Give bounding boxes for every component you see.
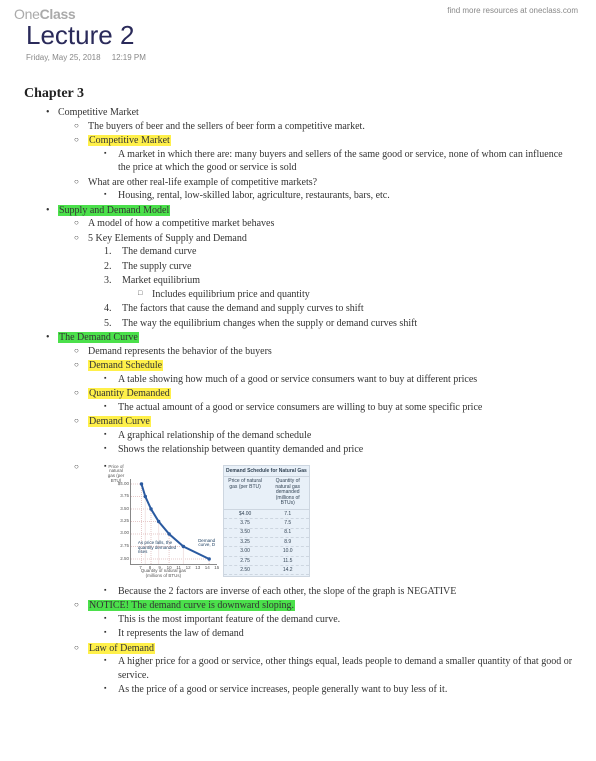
list-item: A market in which there are: many buyers… <box>104 148 574 175</box>
list-item: A higher price for a good or service, ot… <box>104 655 574 682</box>
term-competitive-market: Competitive Market <box>88 135 171 146</box>
lecture-date: Friday, May 25, 2018 <box>26 53 101 62</box>
x-tick: 15 <box>214 565 219 571</box>
demand-schedule-table: Demand Schedule for Natural Gas Price of… <box>223 465 310 577</box>
qty-cell: 14.2 <box>266 566 309 574</box>
question-text: What are other real-life example of comp… <box>88 177 317 188</box>
plot-area: $4.003.753.503.253.002.752.50 7891011121… <box>130 479 217 565</box>
price-cell: $4.00 <box>224 510 267 518</box>
watermark-class: Class <box>40 6 76 22</box>
list-item: NOTICE! The demand curve is downward slo… <box>74 599 574 641</box>
price-cell: 3.25 <box>224 538 267 546</box>
term-supply-demand-model: Supply and Demand Model <box>58 205 170 216</box>
list-item: Quantity Demanded The actual amount of a… <box>74 387 574 414</box>
list-item: The supply curve <box>104 260 574 274</box>
watermark-logo: OneClass <box>14 6 75 22</box>
list-item: Because the 2 factors are inverse of eac… <box>104 585 574 599</box>
subheading: 5 Key Elements of Supply and Demand <box>88 233 247 244</box>
section-competitive-market: Competitive Market The buyers of beer an… <box>46 106 574 203</box>
section-demand-curve: The Demand Curve Demand represents the b… <box>46 331 574 697</box>
table-row: 3.508.1 <box>224 529 309 538</box>
y-tick: $4.00 <box>113 480 129 486</box>
y-tick: 2.75 <box>113 543 129 549</box>
qty-cell: 11.5 <box>266 557 309 565</box>
price-cell: 3.00 <box>224 547 267 555</box>
list-item: A table showing how much of a good or se… <box>104 373 574 387</box>
qty-cell: 7.5 <box>266 519 309 527</box>
arrow-annotation: As price falls, the quantity demanded ri… <box>138 541 178 555</box>
term-demand-curve-section: The Demand Curve <box>58 332 139 343</box>
term-quantity-demanded: Quantity Demanded <box>88 388 171 399</box>
key-element: Market equilibrium <box>122 275 200 286</box>
qty-cell: 7.1 <box>266 510 309 518</box>
lecture-title: Lecture 2 <box>26 20 574 51</box>
table-row: 3.258.9 <box>224 538 309 547</box>
chapter-heading: Chapter 3 <box>24 86 574 102</box>
list-item: This is the most important feature of th… <box>104 613 574 627</box>
list-item: The way the equilibrium changes when the… <box>104 317 574 331</box>
table-row: 2.7511.5 <box>224 557 309 566</box>
col2-header: Quantity of natural gas demanded (millio… <box>266 477 309 509</box>
list-item: The demand curve <box>104 245 574 259</box>
list-item: Demand represents the behavior of the bu… <box>74 345 574 359</box>
table-row: 3.0010.0 <box>224 547 309 556</box>
y-tick: 2.50 <box>113 555 129 561</box>
section-supply-demand-model: Supply and Demand Model A model of how a… <box>46 204 574 331</box>
x-tick: 14 <box>205 565 210 571</box>
list-item: A graphical relationship of the demand s… <box>104 429 574 443</box>
list-item: A model of how a competitive market beha… <box>74 217 574 231</box>
list-item: The factors that cause the demand and su… <box>104 302 574 316</box>
chart-container-item: Price of natural gas (per BTU) $4.003.75… <box>74 461 574 599</box>
price-cell: 3.75 <box>224 519 267 527</box>
list-item: Shows the relationship between quantity … <box>104 443 574 457</box>
watermark-one: One <box>14 6 40 22</box>
y-tick: 3.75 <box>113 493 129 499</box>
list-item: Demand Curve A graphical relationship of… <box>74 415 574 457</box>
table-row: 2.5014.2 <box>224 566 309 575</box>
table-row: 3.757.5 <box>224 519 309 528</box>
qty-cell: 8.1 <box>266 529 309 537</box>
table-header: Price of natural gas (per BTU) Quantity … <box>224 477 309 510</box>
list-item: Demand Schedule A table showing how much… <box>74 359 574 386</box>
price-cell: 3.50 <box>224 529 267 537</box>
price-cell: 2.50 <box>224 566 267 574</box>
section-heading: Competitive Market <box>58 107 139 118</box>
table-title: Demand Schedule for Natural Gas <box>224 466 309 478</box>
lecture-time: 12:19 PM <box>112 53 146 62</box>
term-demand-schedule: Demand Schedule <box>88 360 163 371</box>
qty-cell: 8.9 <box>266 538 309 546</box>
table-row: $4.007.1 <box>224 510 309 519</box>
y-tick: 3.00 <box>113 530 129 536</box>
list-item: Housing, rental, low-skilled labor, agri… <box>104 189 574 203</box>
qty-cell: 10.0 <box>266 547 309 555</box>
list-item: The actual amount of a good or service c… <box>104 401 574 415</box>
list-item: It represents the law of demand <box>104 627 574 641</box>
y-tick: 3.50 <box>113 505 129 511</box>
lecture-meta: Friday, May 25, 2018 12:19 PM <box>26 53 574 62</box>
notice-text: NOTICE! The demand curve is downward slo… <box>88 600 295 611</box>
list-item: Law of Demand A higher price for a good … <box>74 642 574 697</box>
term-law-of-demand: Law of Demand <box>88 643 155 654</box>
list-item: Market equilibrium Includes equilibrium … <box>104 274 574 301</box>
list-item: Includes equilibrium price and quantity <box>138 288 574 302</box>
x-axis-label: Quantity of natural gas (millions of BTU… <box>136 569 191 578</box>
list-item: What are other real-life example of comp… <box>74 176 574 203</box>
demand-curve-plot: Price of natural gas (per BTU) $4.003.75… <box>108 465 219 577</box>
list-item: 5 Key Elements of Supply and Demand The … <box>74 232 574 331</box>
list-item: As the price of a good or service increa… <box>104 683 574 697</box>
col1-header: Price of natural gas (per BTU) <box>224 477 267 509</box>
demand-chart: Price of natural gas (per BTU) $4.003.75… <box>104 461 314 581</box>
price-cell: 2.75 <box>224 557 267 565</box>
chart-wrapper: Price of natural gas (per BTU) $4.003.75… <box>104 461 574 581</box>
curve-label: Demand curve, D <box>185 539 215 548</box>
top-resources-link[interactable]: find more resources at oneclass.com <box>447 6 578 15</box>
list-item: Competitive Market A market in which the… <box>74 134 574 175</box>
y-tick: 3.25 <box>113 518 129 524</box>
list-item: The buyers of beer and the sellers of be… <box>74 120 574 134</box>
term-demand-curve: Demand Curve <box>88 416 151 427</box>
x-tick: 13 <box>195 565 200 571</box>
